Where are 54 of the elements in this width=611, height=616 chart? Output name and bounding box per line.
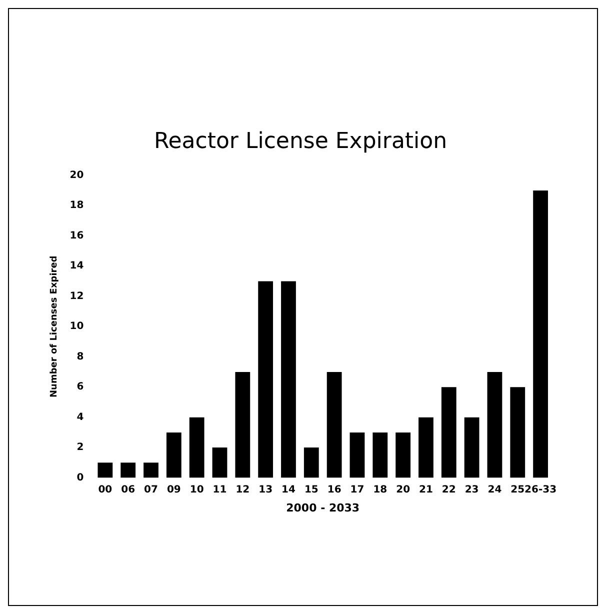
bar <box>120 462 136 478</box>
x-axis-title: 2000 - 2033 <box>286 501 360 514</box>
y-tick-label: 0 <box>76 472 84 484</box>
x-tick-label: 09 <box>166 484 181 496</box>
y-tick-label: 10 <box>70 321 84 332</box>
x-tick-label: 18 <box>373 484 388 496</box>
bar <box>98 462 113 478</box>
x-tick-label: 07 <box>144 484 158 496</box>
y-tick-label: 18 <box>70 200 84 212</box>
y-tick-label: 2 <box>76 442 84 454</box>
bar <box>144 462 158 478</box>
bar <box>258 281 274 478</box>
x-tick-label: 14 <box>282 484 296 496</box>
y-tick-label: 8 <box>76 351 84 362</box>
bar <box>326 372 342 478</box>
y-tick-label: 12 <box>70 290 84 302</box>
chart-title: Reactor License Expiration <box>154 128 448 154</box>
x-tick-label: 20 <box>396 484 410 496</box>
bar <box>189 417 204 478</box>
x-tick-label: 26-33 <box>524 484 557 496</box>
x-tick-label: 17 <box>350 484 364 496</box>
x-tick-label: 16 <box>327 484 342 496</box>
x-tick-label: 25 <box>510 484 525 496</box>
bar <box>487 372 502 478</box>
bar <box>281 281 296 478</box>
x-tick-label: 00 <box>98 484 112 496</box>
x-tick-label: 23 <box>464 484 479 496</box>
bar <box>372 432 388 478</box>
y-tick-label: 20 <box>70 170 84 181</box>
x-tick-label: 21 <box>419 484 433 496</box>
x-tick-label: 24 <box>488 484 502 496</box>
bar <box>212 448 228 478</box>
y-tick-label: 6 <box>76 382 84 393</box>
x-tick-label: 13 <box>258 484 273 496</box>
x-tick-label: 06 <box>121 484 136 496</box>
bar <box>441 387 456 478</box>
bar <box>464 417 480 478</box>
x-tick-label: 10 <box>190 484 204 496</box>
x-tick-label: 22 <box>442 484 456 496</box>
bar <box>396 432 411 478</box>
y-tick-label: 4 <box>76 412 84 423</box>
bar <box>304 448 319 478</box>
x-tick-label: 12 <box>236 484 250 496</box>
bar <box>350 432 365 478</box>
y-tick-label: 16 <box>70 230 84 242</box>
bar <box>418 417 434 478</box>
bar <box>166 432 182 478</box>
y-axis-title: Number of Licenses Expired <box>50 256 60 398</box>
bar <box>235 372 250 478</box>
bar <box>510 387 526 478</box>
x-tick-label: 11 <box>212 484 227 496</box>
y-tick-label: 14 <box>70 260 84 272</box>
bar <box>533 190 548 478</box>
x-tick-label: 15 <box>304 484 318 496</box>
